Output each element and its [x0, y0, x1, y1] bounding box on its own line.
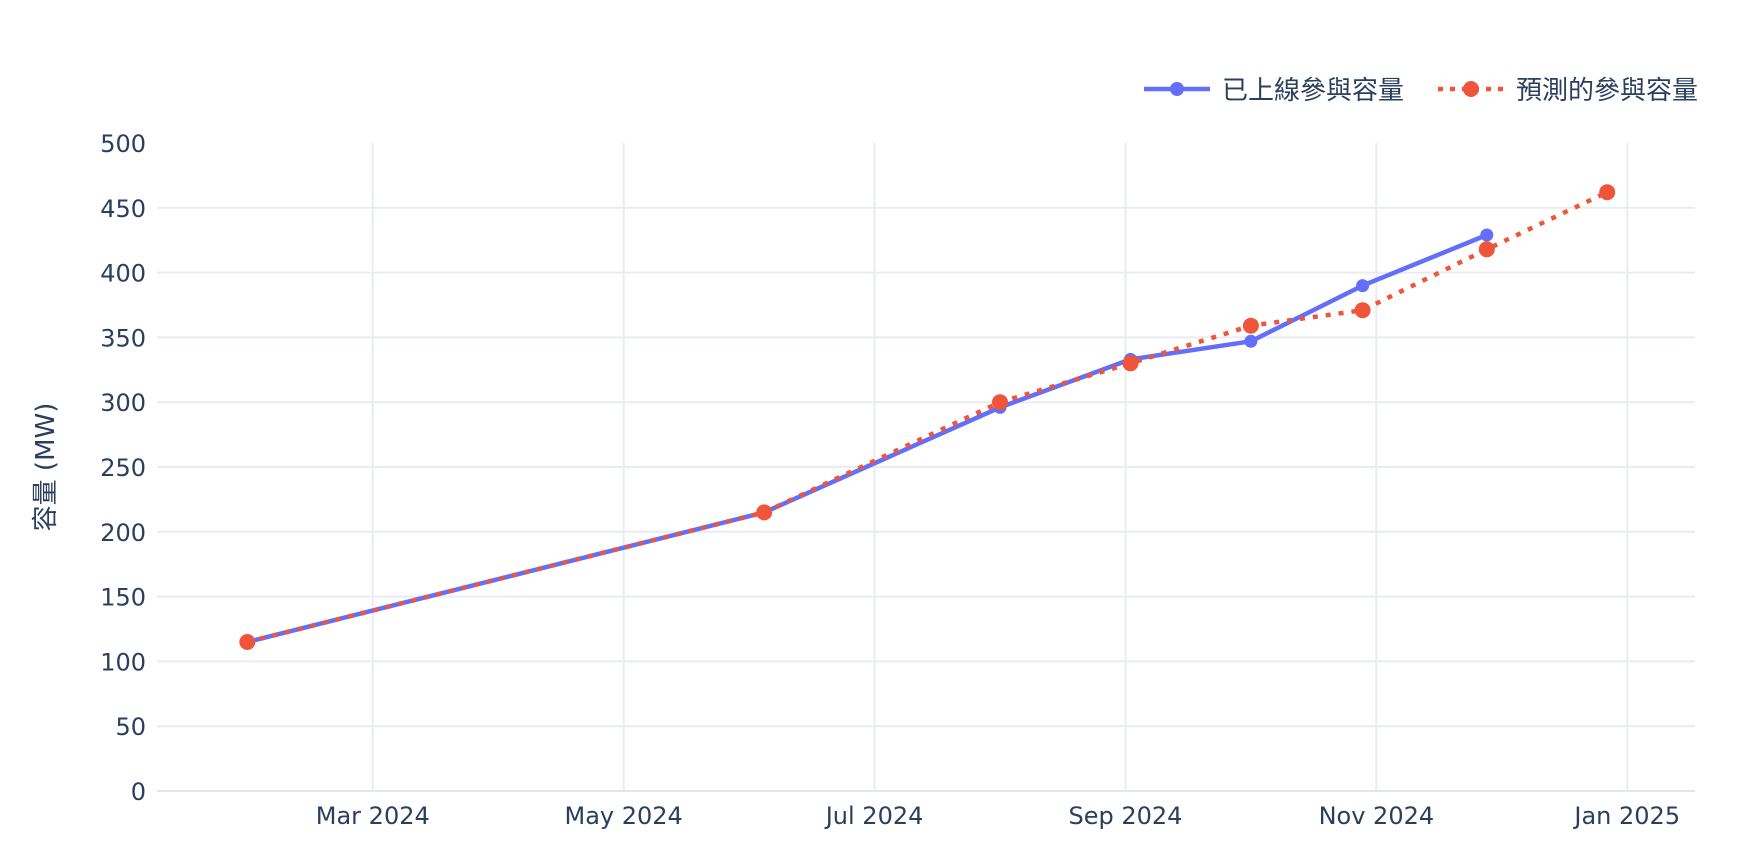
data-point-forecast[interactable]	[1599, 184, 1616, 201]
y-tick-label: 400	[100, 260, 146, 288]
series-line-forecast	[246, 190, 1609, 645]
data-point-forecast[interactable]	[239, 634, 256, 650]
y-axis-tick-labels: 0 50 100 150 200 250 300 350 400 450 500	[100, 130, 146, 806]
y-tick-label: 100	[100, 648, 146, 676]
legend: 已上線參與容量 預測的參與容量	[1143, 70, 1698, 107]
data-point-forecast[interactable]	[1122, 355, 1139, 372]
y-tick-label: 200	[100, 519, 146, 547]
legend-label-forecast: 預測的參與容量	[1515, 76, 1698, 106]
y-tick-label: 250	[100, 454, 146, 482]
data-point-online[interactable]	[1480, 228, 1494, 242]
y-tick-label: 50	[115, 713, 146, 741]
legend-label-online: 已上線參與容量	[1221, 76, 1404, 106]
data-point-forecast[interactable]	[1354, 302, 1371, 319]
y-tick-label: 300	[100, 389, 146, 417]
legend-item-forecast[interactable]: 預測的參與容量	[1437, 70, 1698, 107]
data-point-forecast[interactable]	[992, 394, 1008, 411]
data-point-forecast[interactable]	[1478, 241, 1495, 258]
series-line-online	[246, 232, 1488, 645]
x-tick-label: Jul 2024	[824, 802, 924, 830]
legend-swatch-dotted-line-icon	[1437, 80, 1504, 97]
gridlines	[157, 143, 1695, 791]
data-point-online[interactable]	[1356, 279, 1370, 293]
x-tick-label: May 2024	[565, 802, 683, 830]
y-tick-label: 0	[131, 778, 146, 806]
data-point-forecast[interactable]	[1242, 317, 1259, 334]
data-point-forecast[interactable]	[756, 504, 773, 521]
legend-item-online[interactable]: 已上線參與容量	[1143, 70, 1404, 107]
y-tick-label: 350	[100, 324, 146, 352]
x-tick-label: Nov 2024	[1319, 802, 1435, 830]
x-tick-label: Jan 2025	[1572, 802, 1680, 830]
x-tick-label: Sep 2024	[1068, 802, 1182, 830]
y-tick-label: 150	[100, 584, 146, 612]
y-tick-label: 450	[100, 195, 146, 223]
y-tick-label: 500	[100, 130, 146, 158]
data-point-online[interactable]	[1244, 334, 1258, 348]
series-online	[240, 228, 1494, 649]
y-axis-title: 容量 (MW)	[31, 403, 61, 532]
x-tick-label: Mar 2024	[316, 802, 430, 830]
x-axis-tick-labels: Mar 2024 May 2024 Jul 2024 Sep 2024 Nov 2024…	[316, 802, 1680, 830]
series-forecast	[239, 184, 1616, 650]
legend-swatch-solid-line-icon	[1143, 81, 1210, 96]
